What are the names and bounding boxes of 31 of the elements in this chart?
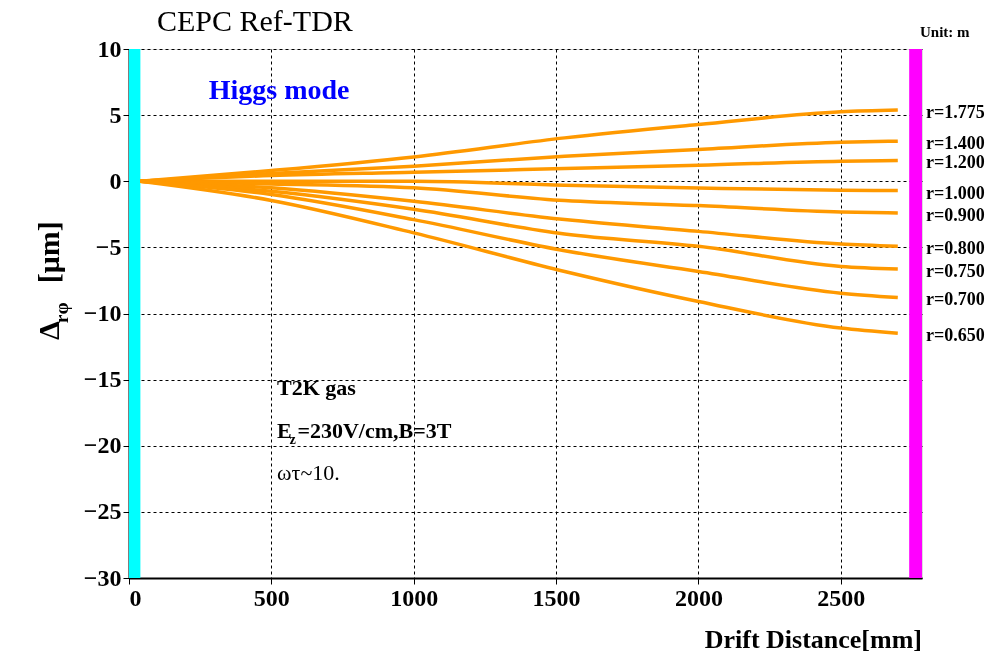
series-label: r=1.400 [926, 133, 985, 154]
chart-title: CEPC Ref-TDR [157, 4, 353, 37]
series-label: r=0.800 [926, 238, 985, 259]
x-tick-label: 1000 [390, 584, 439, 611]
x-tick-label: 2000 [674, 584, 723, 611]
y-tick-label: 5 [109, 101, 122, 128]
x-tick-label: 2500 [817, 584, 866, 611]
y-tick-label: −10 [83, 300, 122, 326]
annotation: ωτ~10. [277, 460, 340, 486]
series-label: r=0.900 [926, 204, 985, 225]
series-label: r=0.750 [926, 261, 985, 282]
annotation: Higgs mode [208, 74, 350, 106]
series-label: r=1.000 [926, 182, 985, 203]
series-label: r=0.700 [926, 289, 985, 310]
y-axis-title: Δrφ [μm] [32, 221, 72, 340]
y-tick-label: −30 [83, 564, 122, 591]
annotation: T2K gas [277, 375, 357, 401]
x-tick-label: 500 [253, 584, 290, 611]
x-tick-label: 1500 [532, 584, 581, 611]
y-tick-label: −5 [95, 233, 122, 260]
y-tick-label: −20 [83, 432, 122, 459]
y-tick-label: −15 [83, 366, 122, 393]
series-label: r=1.200 [926, 152, 985, 173]
x-tick-label: 0 [129, 584, 142, 611]
series-label: r=0.650 [926, 325, 985, 346]
y-tick-label: −25 [83, 498, 122, 525]
series-label: r=1.775 [926, 102, 985, 123]
x-axis-title: Drift Distance[mm] [704, 625, 922, 652]
y-tick-label: 0 [109, 167, 122, 194]
text: Unit: m [920, 24, 971, 40]
y-tick-label: 10 [97, 35, 122, 62]
